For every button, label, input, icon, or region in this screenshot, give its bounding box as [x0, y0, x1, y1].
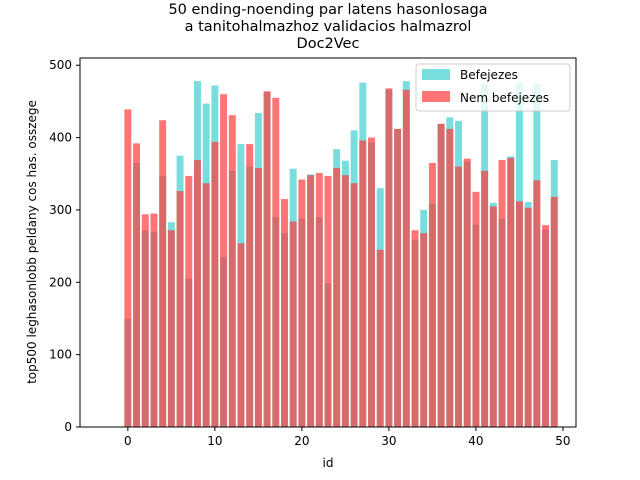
bar-nem-befejezes-42 — [489, 206, 497, 427]
y-tick-label-300: 300 — [49, 203, 72, 217]
bar-nem-befejezes-49 — [550, 196, 558, 427]
chart-title-line-1: 50 ending-noending par latens hasonlosag… — [168, 2, 487, 18]
y-tick-label-200: 200 — [49, 275, 72, 289]
legend-label-nem-befejezes: Nem befejezes — [460, 91, 549, 105]
bar-nem-befejezes-13 — [237, 243, 245, 427]
legend-label-befejezes: Befejezes — [460, 68, 518, 82]
bar-nem-befejezes-31 — [394, 128, 402, 427]
bar-nem-befejezes-37 — [446, 128, 454, 427]
bar-nem-befejezes-11 — [220, 94, 228, 428]
x-axis-ticks: 0 10 20 30 40 50 — [124, 427, 571, 448]
bar-nem-befejezes-17 — [272, 97, 280, 427]
x-tick-label-40: 40 — [468, 434, 483, 448]
bar-nem-befejezes-40 — [472, 191, 480, 427]
bar-nem-befejezes-47 — [533, 180, 541, 427]
bar-nem-befejezes-44 — [507, 157, 515, 427]
bar-nem-befejezes-5 — [167, 230, 175, 427]
bar-nem-befejezes-23 — [324, 175, 332, 427]
legend-box — [415, 63, 571, 112]
legend: Befejezes Nem befejezes — [415, 63, 571, 112]
bar-nem-befejezes-1 — [133, 143, 141, 427]
bar-nem-befejezes-20 — [298, 179, 306, 427]
legend-swatch-nem-befejezes — [422, 91, 450, 102]
bar-nem-befejezes-28 — [368, 137, 375, 427]
bar-nem-befejezes-10 — [211, 141, 219, 427]
plot-area — [124, 81, 558, 428]
y-axis-ticks: 0 100 200 300 400 500 — [49, 58, 80, 434]
bar-nem-befejezes-22 — [315, 173, 323, 427]
bar-nem-befejezes-43 — [498, 160, 506, 427]
chart-title-line-2: a tanitohalmazhoz validacios halmazrol — [185, 19, 472, 35]
bar-nem-befejezes-27 — [359, 140, 367, 428]
bar-nem-befejezes-48 — [542, 225, 550, 427]
bar-nem-befejezes-41 — [481, 170, 489, 427]
x-tick-label-20: 20 — [294, 434, 309, 448]
y-tick-label-0: 0 — [64, 420, 72, 434]
bar-nem-befejezes-14 — [246, 144, 254, 427]
bar-nem-befejezes-32 — [402, 89, 410, 427]
y-tick-label-100: 100 — [49, 348, 72, 362]
legend-swatch-befejezes — [422, 69, 450, 80]
bar-nem-befejezes-16 — [263, 91, 271, 427]
bar-nem-befejezes-7 — [185, 175, 193, 427]
bar-nem-befejezes-36 — [437, 123, 445, 427]
bar-nem-befejezes-25 — [341, 175, 349, 427]
bar-nem-befejezes-0 — [124, 109, 132, 428]
bar-nem-befejezes-21 — [307, 175, 315, 427]
bar-nem-befejezes-26 — [350, 183, 358, 427]
bar-nem-befejezes-34 — [420, 233, 428, 427]
x-tick-label-0: 0 — [124, 434, 132, 448]
bar-nem-befejezes-9 — [202, 183, 210, 427]
bar-nem-befejezes-8 — [193, 160, 201, 427]
y-axis-label: top500 leghasonlobb peldany cos has. oss… — [25, 100, 39, 384]
bar-nem-befejezes-33 — [411, 230, 419, 427]
chart-title-line-3: Doc2Vec — [297, 36, 360, 52]
bar-nem-befejezes-45 — [515, 201, 523, 427]
bar-nem-befejezes-30 — [385, 88, 393, 427]
y-tick-label-400: 400 — [49, 131, 72, 145]
bar-nem-befejezes-38 — [455, 166, 463, 427]
plot-frame — [79, 57, 577, 428]
bar-nem-befejezes-3 — [150, 213, 158, 427]
bar-nem-befejezes-6 — [176, 191, 184, 427]
bar-nem-befejezes-39 — [463, 158, 471, 427]
x-axis-label: id — [323, 456, 334, 470]
bar-nem-befejezes-35 — [428, 162, 436, 427]
bar-nem-befejezes-12 — [228, 115, 236, 427]
bar-nem-befejezes-24 — [333, 167, 341, 428]
bar-nem-befejezes-4 — [159, 120, 167, 427]
x-tick-label-30: 30 — [381, 434, 396, 448]
x-tick-label-10: 10 — [207, 434, 222, 448]
chart-title: 50 ending-noending par latens hasonlosag… — [168, 2, 487, 52]
bar-nem-befejezes-29 — [376, 249, 384, 427]
y-tick-label-500: 500 — [49, 58, 72, 72]
x-tick-label-50: 50 — [555, 434, 570, 448]
bar-nem-befejezes-19 — [289, 221, 297, 427]
bar-nem-befejezes-18 — [281, 199, 288, 427]
bar-nem-befejezes-15 — [254, 167, 262, 428]
bar-nem-befejezes-46 — [524, 207, 532, 427]
bar-nem-befejezes-2 — [141, 214, 149, 427]
